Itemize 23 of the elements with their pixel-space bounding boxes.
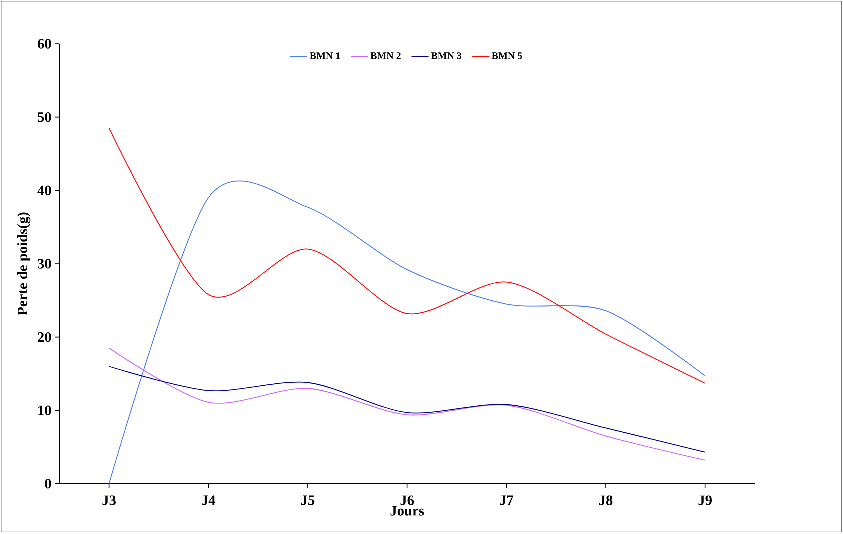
y-tick-label: 40 bbox=[38, 186, 52, 196]
x-tick-label: J7 bbox=[500, 496, 514, 506]
y-tick-label: 0 bbox=[45, 479, 52, 489]
x-tick-label: J8 bbox=[599, 496, 613, 506]
x-tick-label: J5 bbox=[301, 496, 315, 506]
x-tick-label: J9 bbox=[698, 496, 712, 506]
legend-label: BMN 1 bbox=[310, 52, 340, 60]
line-series bbox=[108, 366, 706, 454]
line-series bbox=[108, 128, 706, 384]
y-tick-label: 10 bbox=[38, 406, 52, 416]
y-tick-label: 50 bbox=[38, 112, 52, 122]
legend-label: BMN 2 bbox=[370, 52, 401, 60]
y-axis-title: Perte de poids(g) bbox=[17, 212, 31, 316]
y-tick-label: 20 bbox=[38, 332, 52, 342]
x-tick-label: J3 bbox=[102, 496, 116, 506]
x-axis-title: Jours bbox=[390, 506, 424, 516]
legend-label: BMN 3 bbox=[431, 52, 462, 60]
legend-label: BMN 5 bbox=[492, 52, 522, 60]
y-tick-label: 30 bbox=[38, 259, 52, 269]
x-tick-label: J6 bbox=[400, 496, 414, 506]
line-series bbox=[108, 348, 706, 462]
y-tick-label: 60 bbox=[38, 39, 52, 50]
x-tick-label: J4 bbox=[202, 496, 216, 506]
